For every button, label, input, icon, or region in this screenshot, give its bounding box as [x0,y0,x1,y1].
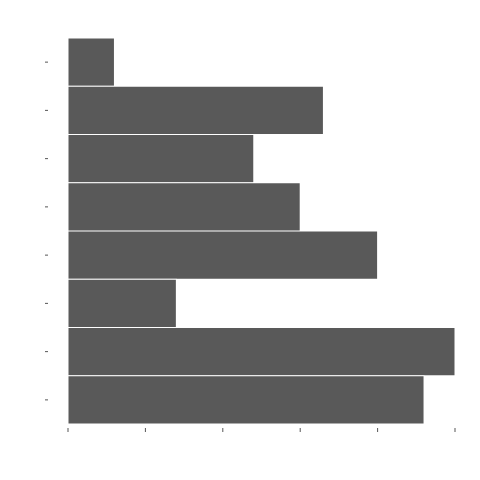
bar-5 [67,230,379,280]
bar-8 [67,375,425,425]
x-axis-ticks [67,428,456,432]
bar-6 [67,278,177,328]
bar-3 [67,134,255,184]
bar-4 [67,182,301,232]
bar-1 [67,37,115,87]
y-axis-ticks [45,61,48,401]
bar-7 [67,327,456,377]
bar-2 [67,85,324,135]
bars-group [67,37,456,425]
